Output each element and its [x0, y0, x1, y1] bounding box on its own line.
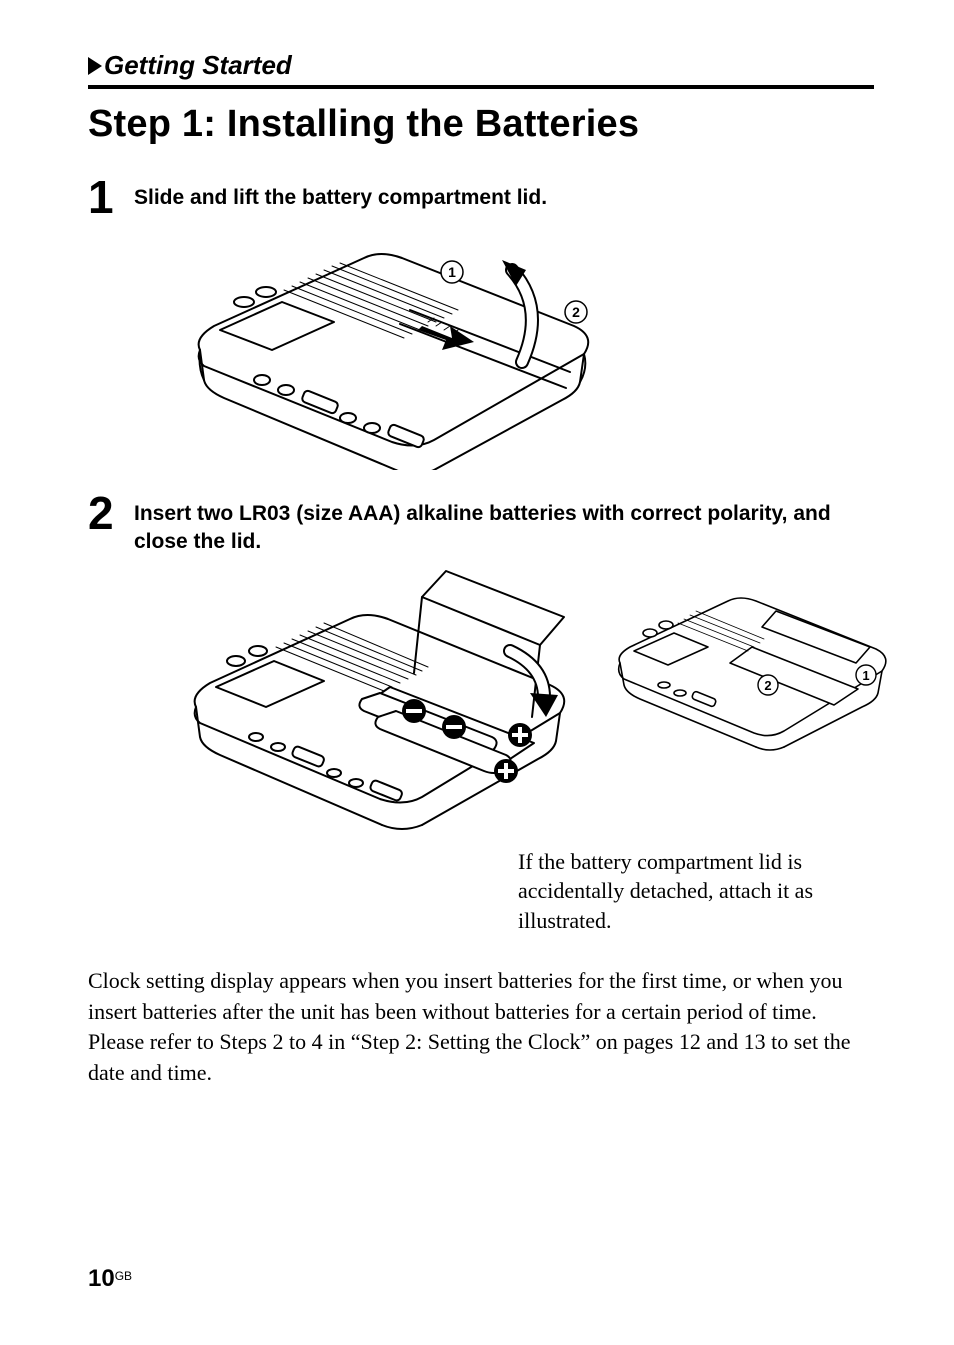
callout-2: 2	[572, 304, 580, 320]
step-2: 2 Insert two LR03 (size AAA) alkaline ba…	[88, 490, 874, 557]
figure-3-caption: If the battery compartment lid is accide…	[88, 847, 874, 936]
callout-fig3-2: 2	[764, 678, 771, 693]
page-region: GB	[115, 1269, 132, 1283]
page-number: 10GB	[88, 1265, 132, 1293]
step-1: 1 Slide and lift the battery compartment…	[88, 174, 874, 220]
section-label: Getting Started	[104, 50, 292, 81]
section-header: Getting Started	[88, 50, 874, 89]
figure-2-row: 2 1	[88, 567, 874, 837]
callout-fig3-1: 1	[862, 668, 869, 683]
page-number-value: 10	[88, 1265, 115, 1292]
triangle-icon	[88, 57, 102, 75]
step-1-text: Slide and lift the battery compartment l…	[134, 184, 874, 212]
figure-2	[174, 567, 574, 837]
callout-1: 1	[448, 264, 456, 280]
figure-3: 2 1	[604, 567, 914, 837]
step-1-number: 1	[88, 174, 134, 220]
step-2-number: 2	[88, 490, 134, 536]
figure-1-row: 1 2	[88, 230, 874, 470]
step-2-text: Insert two LR03 (size AAA) alkaline batt…	[134, 500, 874, 557]
figure-1: 1 2	[174, 230, 604, 470]
body-paragraph: Clock setting display appears when you i…	[88, 966, 874, 1089]
page-title: Step 1: Installing the Batteries	[88, 103, 874, 146]
